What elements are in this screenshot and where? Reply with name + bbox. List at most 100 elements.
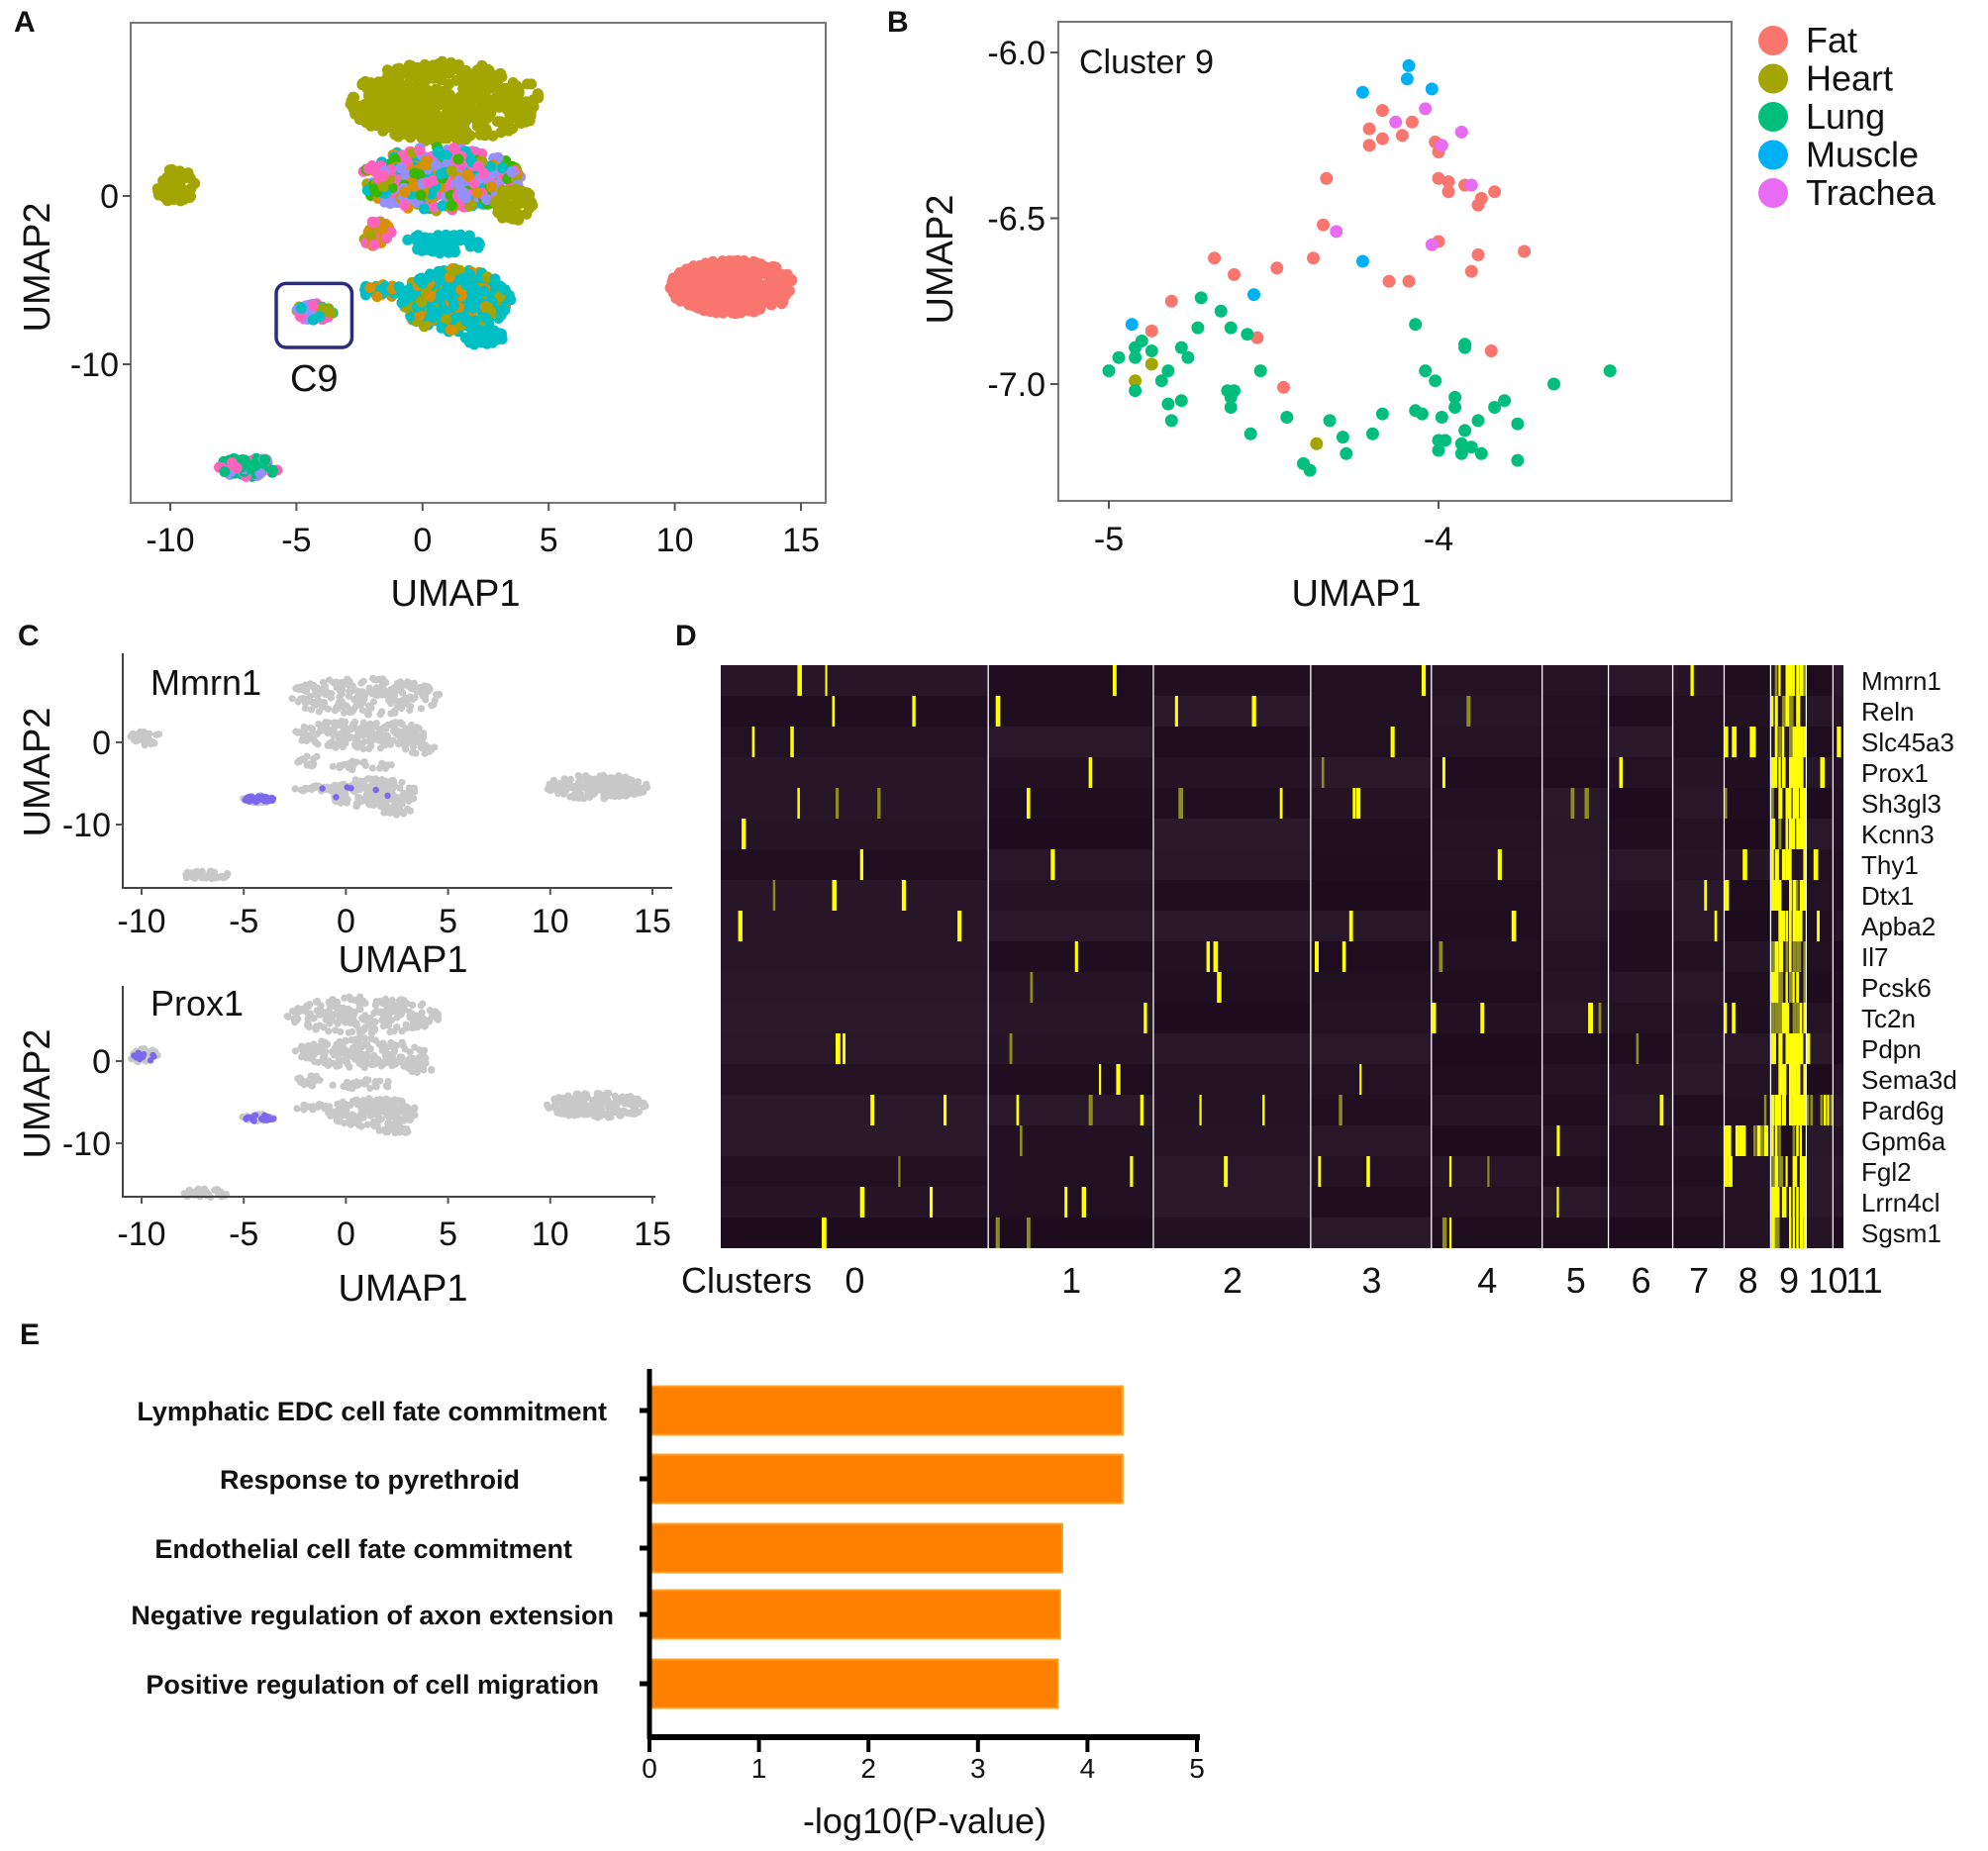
heatmap-row-block: [1673, 1218, 1726, 1248]
heatmap-cell-high: [1781, 727, 1785, 757]
heatmap-row-block: [1432, 1033, 1543, 1064]
umap-point: [359, 1111, 367, 1119]
x-tick-label: 4: [1080, 1753, 1096, 1784]
heatmap-cell-high: [1774, 849, 1779, 880]
expressing-point: [149, 1051, 156, 1059]
heatmap-row-block: [988, 1125, 1154, 1156]
heatmap-cell-high: [1690, 665, 1694, 696]
point-trachea: [1464, 178, 1478, 192]
umap-point: [327, 741, 336, 749]
umap-point: [322, 719, 330, 727]
umap-point: [644, 783, 651, 792]
umap-point: [367, 1034, 375, 1042]
umap-point: [294, 1075, 302, 1083]
legend-label-trachea: Trachea: [1806, 172, 1937, 213]
heatmap-cell-high: [1799, 1218, 1804, 1248]
y-tick-label: -10: [62, 1125, 111, 1163]
heatmap-row-block: [1807, 696, 1834, 727]
umap-point: [308, 785, 316, 794]
heatmap-cell-high: [836, 1033, 841, 1064]
point-muscle: [1400, 72, 1414, 86]
heatmap-row-block: [721, 1125, 989, 1156]
umap-point: [365, 230, 377, 242]
umap-point: [433, 1015, 441, 1023]
umap-point: [368, 764, 376, 772]
y-tick-label: -6.0: [987, 35, 1045, 72]
umap-point: [363, 775, 371, 783]
x-tick-label: 0: [413, 522, 432, 559]
umap-point: [603, 785, 611, 793]
heatmap-row-block: [1834, 911, 1843, 941]
heatmap-cell-high: [1321, 757, 1325, 788]
heatmap-cell-high: [1771, 788, 1774, 819]
heatmap-row-block: [1542, 1125, 1610, 1156]
heatmap-cell-high: [1792, 880, 1797, 911]
umap-point: [472, 160, 484, 172]
umap-point: [399, 199, 411, 211]
point-lung: [1511, 453, 1525, 467]
umap-point: [485, 160, 496, 172]
heatmap-cell-high: [1771, 972, 1776, 1003]
point-lung: [1336, 431, 1349, 444]
heatmap-row-block: [988, 1218, 1154, 1248]
heatmap-row-block: [1311, 911, 1433, 941]
heatmap-row-block: [1834, 1003, 1843, 1033]
umap-point: [418, 203, 430, 215]
point-lung: [1214, 304, 1228, 318]
heatmap-cell-high: [1799, 911, 1803, 941]
legend-label-heart: Heart: [1806, 58, 1893, 99]
heatmap-row-block: [721, 727, 989, 757]
umap-point: [414, 310, 426, 322]
umap-point: [322, 1058, 330, 1066]
heatmap-cell-high: [1778, 1003, 1783, 1033]
umap-point: [321, 683, 329, 691]
heatmap-row-block: [1834, 849, 1843, 880]
heatmap-cell-high: [1774, 1003, 1779, 1033]
umap-point: [364, 1076, 372, 1084]
umap-point: [426, 685, 434, 693]
umap-point: [374, 735, 382, 743]
point-fat: [1471, 198, 1485, 212]
umap-point: [329, 996, 337, 1004]
heatmap-cell-high: [1799, 757, 1804, 788]
heatmap-cell-high: [1778, 941, 1784, 972]
umap-point: [299, 1051, 308, 1059]
heatmap-cell-high: [1725, 727, 1729, 757]
umap-point: [391, 111, 402, 123]
umap-point: [364, 1104, 372, 1112]
heatmap-cell-high: [1778, 757, 1781, 788]
umap-point: [330, 1011, 338, 1019]
point-lung: [1181, 350, 1195, 364]
heatmap-cell-high: [1796, 665, 1800, 696]
heatmap-cell-high: [1785, 819, 1789, 849]
heatmap-cell-high: [1206, 941, 1210, 972]
category-label: Response to pyrethroid: [220, 1465, 520, 1495]
point-lung: [1102, 364, 1116, 378]
heatmap-cell-high: [1441, 757, 1445, 788]
umap-point: [409, 695, 417, 704]
umap-point: [388, 1062, 396, 1070]
umap-point: [632, 790, 640, 798]
umap-point: [402, 1112, 410, 1120]
heatmap-row-block: [1807, 941, 1834, 972]
umap-point: [311, 1042, 319, 1050]
umap-point: [340, 709, 348, 717]
umap-point: [453, 174, 465, 186]
cluster-label: 10: [1808, 1260, 1847, 1301]
heatmap-row-block: [1432, 880, 1543, 911]
point-lung: [1429, 374, 1442, 388]
umap-point: [452, 153, 464, 165]
umap-point: [773, 268, 785, 280]
point-fat: [1228, 267, 1241, 281]
heatmap-cell-high: [772, 880, 776, 911]
heatmap-cells: [721, 665, 1843, 1248]
heatmap-row-block: [1673, 819, 1726, 849]
heatmap-row-block: [1725, 941, 1772, 972]
umap-point: [613, 1096, 621, 1104]
umap-point: [141, 728, 149, 736]
heatmap-row-block: [1725, 880, 1772, 911]
umap-point: [411, 729, 419, 736]
feature-plot-mmrn1: Mmrn1 -10 -5 0 5 10 15 0-10 UMAP1 UMAP2: [17, 653, 672, 981]
umap-point: [325, 1027, 333, 1035]
heatmap-row-block: [1807, 880, 1834, 911]
